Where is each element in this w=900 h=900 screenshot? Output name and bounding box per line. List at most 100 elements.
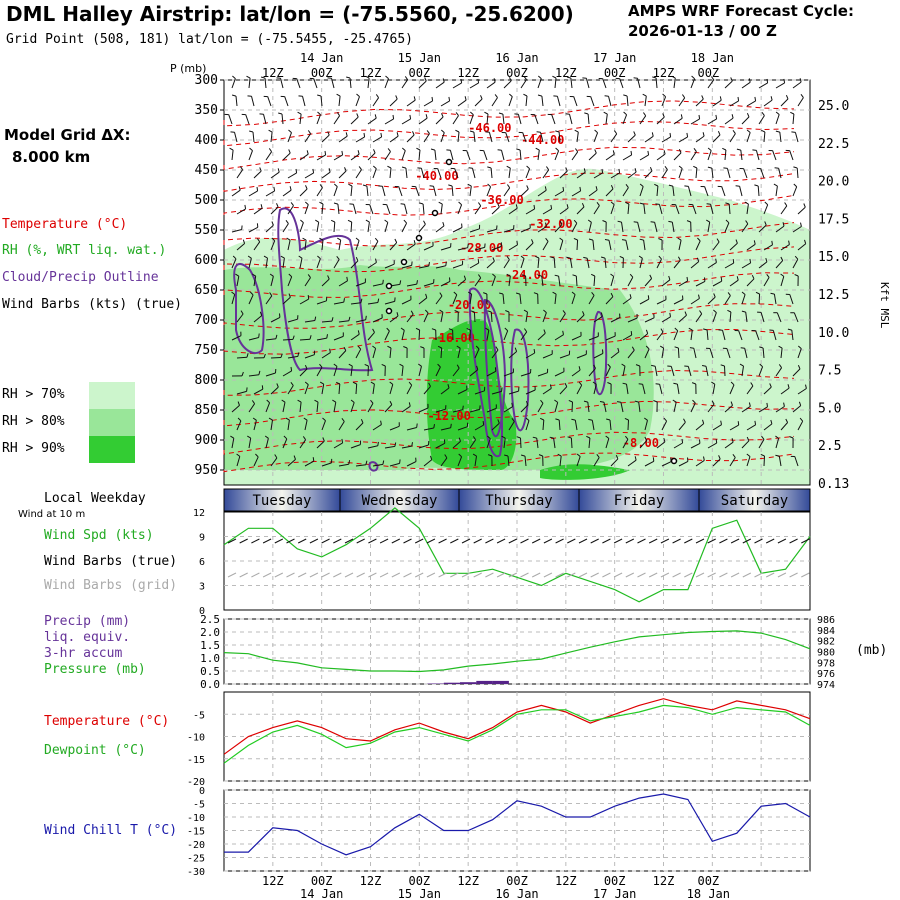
wind-barb bbox=[673, 152, 682, 161]
wind-barb bbox=[384, 445, 395, 449]
wind-barb bbox=[321, 203, 324, 215]
wind-barb bbox=[418, 444, 429, 449]
wind-barb-flag bbox=[731, 438, 734, 443]
wind-barb-flag bbox=[669, 312, 671, 317]
wind-barb bbox=[797, 243, 807, 251]
wind-barb-true bbox=[789, 538, 798, 544]
wind-barb-flag bbox=[594, 129, 598, 134]
wind-barb-grid bbox=[613, 572, 623, 578]
wind-barb bbox=[693, 348, 697, 359]
wind-barb bbox=[372, 463, 383, 467]
wind-barb-flag bbox=[482, 421, 485, 426]
wind-barb bbox=[525, 312, 528, 323]
wind-barb bbox=[503, 330, 509, 341]
wind-barb bbox=[440, 312, 444, 323]
wind-barb-flag bbox=[370, 399, 374, 404]
wind-barb bbox=[520, 188, 529, 197]
dewpoint-line bbox=[223, 704, 811, 764]
wind-barb bbox=[661, 420, 668, 431]
wind-barb bbox=[501, 150, 505, 161]
wind-barb-grid bbox=[251, 572, 260, 578]
top-time-tick: 12Z bbox=[653, 66, 675, 80]
wind-barb bbox=[231, 335, 242, 341]
wind-barb-flag bbox=[787, 384, 790, 389]
wind-barb-flag bbox=[711, 400, 715, 405]
wind-barb bbox=[780, 422, 788, 431]
wind-barb bbox=[231, 294, 236, 305]
wind-barb-flag bbox=[753, 240, 756, 245]
wind-barb bbox=[644, 96, 647, 107]
wind-barb bbox=[316, 440, 325, 449]
wind-barb-grid bbox=[801, 572, 810, 578]
top-time-tick: 00Z bbox=[697, 66, 719, 80]
wind-barb-flag bbox=[433, 424, 435, 429]
legend-rh70: RH > 70% bbox=[2, 387, 65, 402]
wind-barb-flag bbox=[634, 400, 639, 403]
wind-barb-flag bbox=[647, 295, 650, 300]
wind-barb-flag bbox=[271, 237, 276, 242]
wind-barb bbox=[299, 368, 308, 377]
cloud-outline bbox=[592, 311, 608, 396]
wind-barb bbox=[252, 131, 255, 143]
wind-barb-flag bbox=[458, 437, 461, 442]
top-time-tick: 12Z bbox=[555, 66, 577, 80]
wind-barb-flag bbox=[625, 184, 629, 188]
wind-barb bbox=[797, 206, 806, 215]
wind-barb bbox=[248, 190, 258, 197]
rh80-swatch bbox=[89, 409, 135, 436]
wind-barb bbox=[384, 78, 389, 89]
wind-barb-flag bbox=[497, 149, 502, 151]
wind-barb-flag bbox=[621, 239, 626, 241]
wind-barb bbox=[253, 315, 263, 323]
wind-barb bbox=[794, 132, 799, 143]
wind-barb bbox=[449, 150, 454, 161]
wind-barb bbox=[304, 172, 314, 179]
wind-barb bbox=[472, 168, 476, 179]
wind-barb bbox=[231, 405, 240, 413]
wind-barb-flag bbox=[415, 327, 420, 331]
wind-barb bbox=[763, 99, 773, 107]
wind-barb bbox=[639, 115, 647, 125]
wind-barb-flag bbox=[268, 129, 273, 133]
wind-barb-true bbox=[461, 538, 471, 544]
wind-barb-flag bbox=[268, 417, 273, 421]
wind-barb-flag bbox=[476, 365, 479, 370]
weekday-cell bbox=[698, 488, 811, 512]
wind-barb-flag bbox=[630, 331, 633, 336]
wind-barb-flag bbox=[387, 345, 392, 349]
wind-barb bbox=[542, 169, 550, 179]
wind-barb bbox=[558, 419, 561, 431]
wind-barb-flag bbox=[401, 166, 407, 169]
wind-barb-flag bbox=[277, 168, 280, 173]
wind-barb-flag bbox=[387, 148, 391, 152]
wind-barb-flag bbox=[400, 203, 405, 205]
wind-barb-flag bbox=[337, 237, 341, 241]
wind-barb bbox=[316, 154, 326, 161]
wind-barb bbox=[321, 462, 332, 467]
wind-barb-flag bbox=[785, 95, 789, 100]
wind-barb-true bbox=[602, 538, 611, 544]
wind-barb-flag bbox=[304, 365, 308, 370]
wind-barb bbox=[367, 445, 378, 449]
wind-barb-flag bbox=[616, 401, 621, 403]
wind-barb bbox=[576, 132, 579, 143]
wind-barb bbox=[372, 283, 383, 287]
wind-barb-flag bbox=[365, 75, 370, 79]
windchill-tick-label: -10 bbox=[187, 813, 205, 824]
wind-barb bbox=[469, 228, 480, 233]
wind-barb-flag bbox=[468, 167, 473, 169]
wind-barb-flag bbox=[231, 94, 237, 97]
wind-barb bbox=[610, 133, 618, 143]
wind-barb bbox=[588, 335, 599, 341]
bottom-time-tick: 00Z bbox=[604, 874, 626, 888]
wind-barb bbox=[622, 154, 632, 161]
pressure-tick-label: 982 bbox=[817, 637, 835, 648]
wind-barb-flag bbox=[431, 328, 436, 331]
wind-barb-flag bbox=[347, 219, 352, 223]
wind-barb bbox=[792, 258, 799, 269]
bottom-date-label: 17 Jan bbox=[593, 887, 636, 900]
isotherm-line bbox=[223, 431, 795, 455]
wind-barb-grid bbox=[672, 572, 681, 578]
wind-barb bbox=[588, 222, 592, 233]
wind-barb bbox=[741, 262, 751, 269]
